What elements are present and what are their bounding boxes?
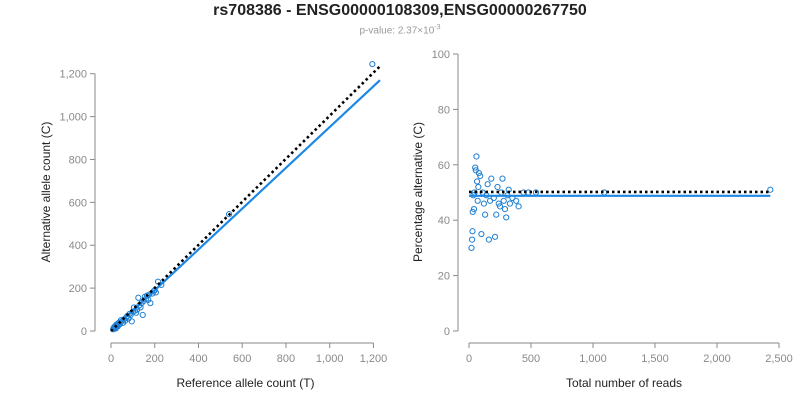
data-point (767, 186, 774, 193)
data-point (515, 203, 522, 210)
data-point (506, 200, 514, 207)
y-tick-label: 400 (69, 240, 87, 252)
data-point (501, 206, 509, 213)
x-tick-label: 1,000 (579, 353, 607, 365)
x-tick-label: 400 (189, 353, 207, 365)
data-point (478, 230, 485, 238)
x-axis-label: Reference allele count (T) (176, 376, 314, 390)
fit-line (110, 79, 381, 332)
data-point (488, 175, 495, 182)
data-point (500, 197, 507, 204)
y-tick-label: 20 (438, 271, 450, 283)
x-tick-label: 1,200 (360, 353, 388, 365)
data-point (225, 211, 233, 218)
y-tick-label: 600 (69, 197, 87, 209)
data-point (473, 178, 481, 185)
data-point (470, 206, 478, 213)
x-tick-label: 600 (233, 353, 251, 365)
data-point (480, 200, 487, 207)
data-point (493, 211, 500, 218)
x-tick-label: 2,000 (703, 353, 731, 365)
data-point (139, 311, 146, 319)
y-tick-label: 60 (438, 160, 450, 172)
data-point (147, 300, 154, 307)
data-point (477, 172, 484, 179)
x-tick-label: 1,500 (641, 353, 669, 365)
data-point (484, 181, 491, 188)
x-tick-label: 0 (108, 353, 114, 365)
x-tick-label: 2,500 (765, 353, 793, 365)
x-tick-label: 200 (146, 353, 164, 365)
data-point (475, 183, 482, 191)
panel-counts: 0 200 400 600 800 1,000 1,200 0 200 400 600 800 1,00… (39, 60, 388, 390)
y-tick-label: 1,000 (59, 112, 87, 124)
data-point (469, 236, 476, 243)
data-point (499, 175, 506, 182)
data-point (135, 294, 142, 301)
data-point (128, 318, 135, 325)
data-point (491, 233, 499, 240)
y-tick-label: 100 (432, 49, 450, 61)
y-tick-label: 80 (438, 104, 450, 116)
y-tick-label: 1,200 (59, 69, 87, 81)
data-point (473, 153, 480, 160)
data-point (468, 244, 475, 251)
x-tick-label: 800 (277, 353, 295, 365)
y-tick-label: 800 (69, 154, 87, 166)
data-point (496, 203, 504, 210)
chart-subtitle: p-value: 2.37×10-3 (0, 24, 800, 36)
y-tick-label: 0 (444, 326, 450, 338)
chart-title: rs708386 - ENSG00000108309,ENSG000002677… (213, 2, 587, 19)
x-tick-label: 1,000 (316, 353, 344, 365)
data-point (482, 211, 489, 218)
data-point (474, 197, 481, 204)
data-point (503, 214, 510, 221)
data-point (472, 164, 479, 171)
y-tick-label: 40 (438, 215, 450, 227)
y-axis-label: Percentage alternative (C) (411, 122, 425, 262)
y-axis-label: Alternative allele count (C) (39, 122, 53, 263)
x-tick-label: 500 (522, 353, 540, 365)
panel-percentage: 0 500 1,000 1,500 2,000 2,500 0 20 40 60 80 100 Tota… (411, 49, 793, 390)
data-point (369, 60, 376, 68)
p-value-text: p-value: 2.37×10 (359, 25, 435, 37)
reference-line (110, 65, 381, 332)
data-point (469, 228, 476, 235)
x-axis-label: Total number of reads (566, 376, 682, 390)
data-point (494, 183, 501, 191)
data-point (513, 197, 520, 204)
x-tick-label: 0 (466, 353, 472, 365)
y-tick-label: 200 (69, 283, 87, 295)
p-value-exponent: -3 (434, 24, 441, 31)
data-point (133, 309, 140, 316)
data-point (485, 236, 492, 243)
y-tick-label: 0 (81, 326, 87, 338)
